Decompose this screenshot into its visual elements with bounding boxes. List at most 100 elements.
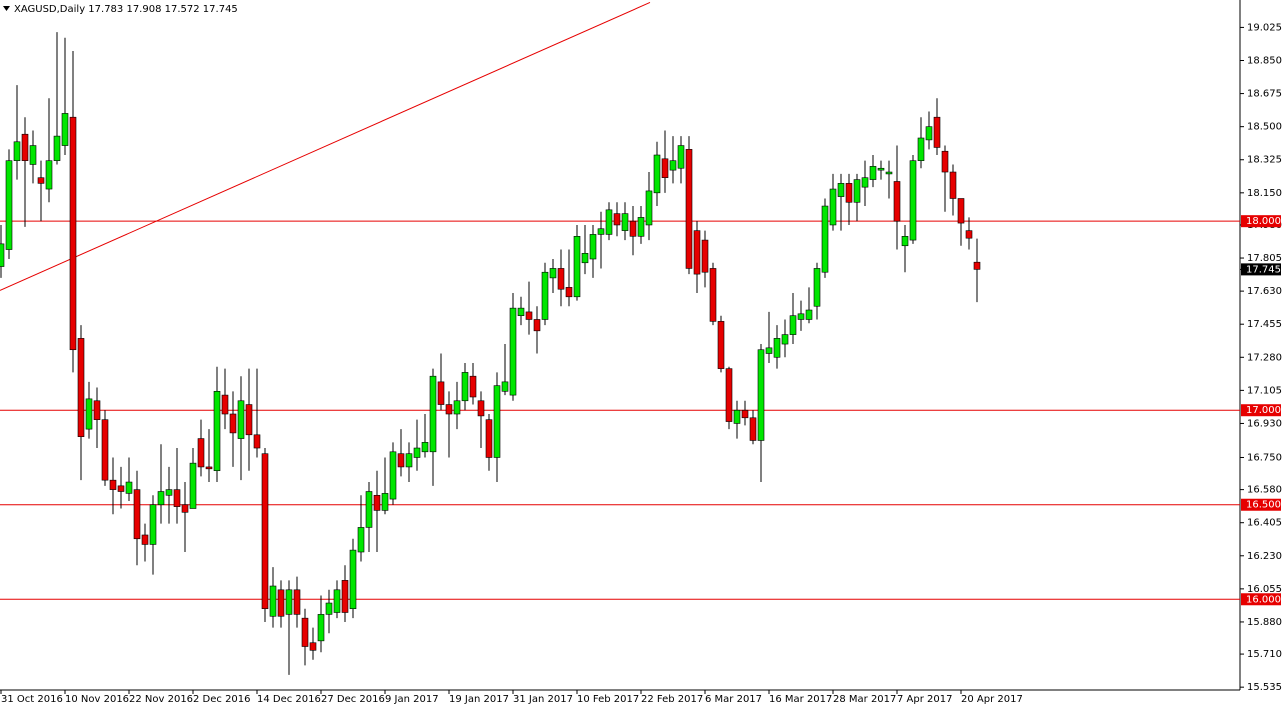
bull-body <box>757 349 765 441</box>
bear-body <box>477 400 485 417</box>
y-tick-label: 16.580 <box>1247 485 1282 496</box>
x-tick-label: 27 Dec 2016 <box>321 694 385 705</box>
bull-body <box>765 347 773 354</box>
bear-body <box>661 158 669 178</box>
bear-body <box>749 417 757 441</box>
bull-body <box>637 217 645 237</box>
y-tick-label: 18.325 <box>1247 155 1282 166</box>
bear-body <box>37 177 45 184</box>
bull-body <box>149 504 157 545</box>
bull-body <box>405 453 413 468</box>
bull-body <box>589 234 597 260</box>
bull-body <box>157 491 165 506</box>
y-tick-label: 17.105 <box>1247 385 1282 396</box>
bull-body <box>13 141 21 161</box>
bear-body <box>93 400 101 420</box>
bull-body <box>165 489 173 496</box>
bull-body <box>917 137 925 161</box>
bull-body <box>237 400 245 439</box>
bear-body <box>141 534 149 545</box>
bear-body <box>301 617 309 647</box>
bear-body <box>893 181 901 222</box>
bull-body <box>821 205 829 273</box>
bear-body <box>725 368 733 422</box>
y-tick-label: 16.405 <box>1247 518 1282 529</box>
y-tick-label: 18.675 <box>1247 89 1282 100</box>
bear-body <box>845 183 853 203</box>
bull-body <box>901 236 909 247</box>
bull-body <box>573 236 581 298</box>
x-tick-label: 22 Nov 2016 <box>129 694 193 705</box>
y-tick-label: 17.280 <box>1247 352 1282 363</box>
bull-body <box>421 442 429 453</box>
bear-body <box>717 321 725 369</box>
trendline <box>0 2 651 291</box>
level-label: 16.000 <box>1246 594 1281 605</box>
bull-body <box>45 160 53 190</box>
bear-body <box>309 642 317 651</box>
bull-body <box>0 243 5 267</box>
last-price-box <box>1241 263 1281 276</box>
bear-body <box>485 419 493 458</box>
bear-body <box>557 268 565 290</box>
bear-body <box>245 404 253 436</box>
bull-body <box>381 493 389 511</box>
menu-arrow[interactable] <box>3 6 10 11</box>
bull-body <box>213 391 221 472</box>
bear-body <box>133 489 141 540</box>
bear-body <box>77 338 85 437</box>
x-tick-label: 31 Jan 2017 <box>513 694 573 705</box>
bear-body <box>525 311 533 320</box>
y-tick-label: 18.850 <box>1247 55 1282 66</box>
y-tick-label: 17.630 <box>1247 286 1282 297</box>
bear-body <box>957 198 965 224</box>
bull-body <box>493 385 501 458</box>
bull-body <box>677 145 685 169</box>
bull-body <box>829 188 837 226</box>
bull-body <box>853 179 861 203</box>
bear-body <box>117 485 125 492</box>
bear-body <box>21 133 29 161</box>
bear-body <box>181 504 189 513</box>
bull-body <box>269 585 277 617</box>
bull-body <box>877 167 885 171</box>
bull-body <box>461 372 469 402</box>
bear-body <box>685 149 693 269</box>
bear-body <box>109 479 117 490</box>
bear-body <box>949 171 957 199</box>
bear-body <box>613 213 621 226</box>
bear-body <box>709 268 717 322</box>
bull-body <box>581 253 589 264</box>
bull-body <box>789 315 797 335</box>
y-tick-label: 18.500 <box>1247 122 1282 133</box>
bull-body <box>605 209 613 235</box>
bear-body <box>965 230 973 239</box>
bear-body <box>445 404 453 415</box>
bull-body <box>317 614 325 642</box>
bear-body <box>701 239 709 273</box>
bull-body <box>621 213 629 231</box>
bull-body <box>925 126 933 141</box>
bull-body <box>597 228 605 235</box>
bear-body <box>437 381 445 405</box>
x-tick-label: 22 Feb 2017 <box>641 694 703 705</box>
x-tick-label: 31 Oct 2016 <box>1 694 63 705</box>
bull-body <box>349 549 357 610</box>
bear-body <box>373 494 381 511</box>
bear-body <box>253 434 261 449</box>
x-tick-label: 19 Jan 2017 <box>449 694 509 705</box>
bear-body <box>197 438 205 468</box>
y-tick-label: 16.055 <box>1247 584 1282 595</box>
x-tick-label: 14 Dec 2016 <box>257 694 321 705</box>
bear-body <box>69 116 77 351</box>
bear-body <box>277 589 285 617</box>
bear-body <box>205 466 213 470</box>
bull-body <box>5 160 13 250</box>
level-label-box <box>1241 593 1281 606</box>
bear-body <box>533 319 541 332</box>
bear-body <box>469 375 477 398</box>
y-tick-label: 19.025 <box>1247 22 1282 33</box>
bull-body <box>501 381 509 392</box>
